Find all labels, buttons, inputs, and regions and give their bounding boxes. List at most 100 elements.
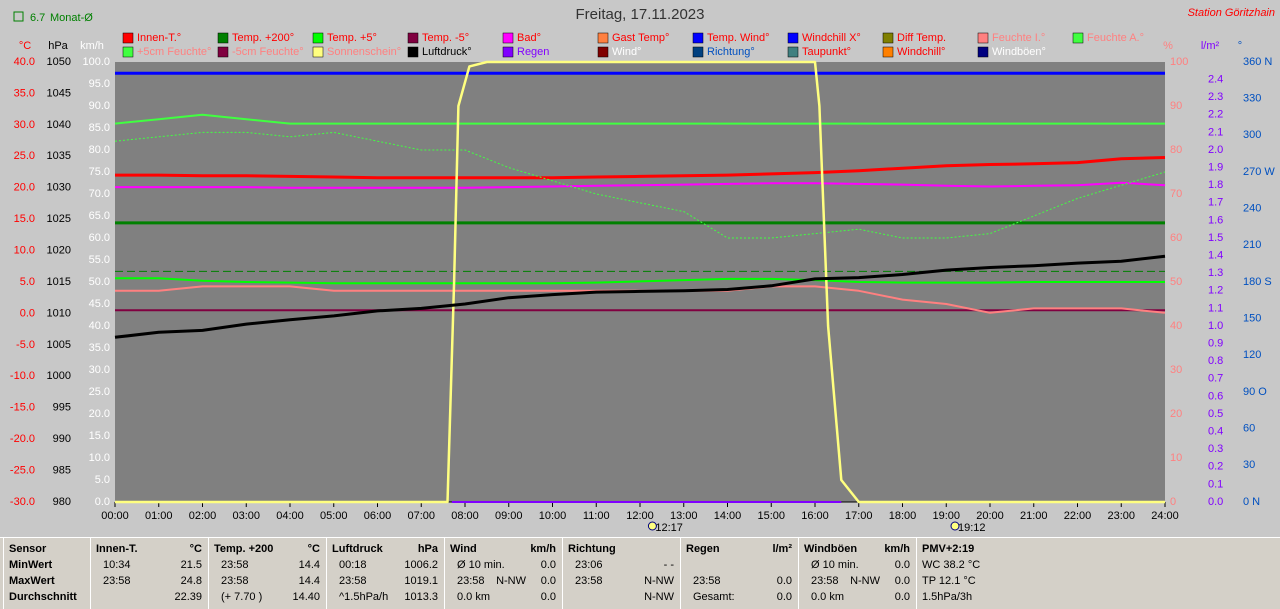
series-line xyxy=(115,156,1166,180)
y-tick-label: 2.3 xyxy=(1208,91,1223,103)
y-tick-label: 980 xyxy=(53,496,71,508)
x-tick-label: 00:00 xyxy=(101,510,129,522)
y-tick-label: 1.4 xyxy=(1208,250,1223,262)
table-cell: 22.39 xyxy=(174,591,202,603)
table-section: Wind km/h Ø 10 min. 0.0 23:58 N-NW 0.0 0.0 km 0.… xyxy=(444,538,562,609)
table-cell: 1019.1 xyxy=(404,575,438,587)
legend-swatch xyxy=(1072,32,1084,44)
series-line xyxy=(115,60,1165,504)
table-cell: 0.0 xyxy=(776,575,792,587)
section-unit: °C xyxy=(189,543,202,555)
x-tick-label: 17:00 xyxy=(845,510,873,522)
y-tick-label: 1010 xyxy=(47,307,71,319)
table-cell: (+ 7.70 ) xyxy=(221,591,263,603)
y-tick-label: 30 xyxy=(1243,459,1255,471)
section-unit: °C xyxy=(307,543,320,555)
section-unit: l/m² xyxy=(772,543,792,555)
y-tick-label: 120 xyxy=(1243,349,1261,361)
legend-label: Sonnenschein° xyxy=(327,46,401,58)
y-tick-label: 60 xyxy=(1243,423,1255,435)
y-tick-label: 100.0 xyxy=(82,56,110,68)
y-tick-label: 40 xyxy=(1170,320,1182,332)
table-cell: 23:58 xyxy=(221,559,249,571)
y-tick-label: 100 xyxy=(1170,56,1188,68)
table-cell: 0.0 km xyxy=(457,591,491,603)
y-tick-label: 0.7 xyxy=(1208,373,1223,385)
legend-label: Feuchte I.° xyxy=(992,32,1045,44)
axis-unit: l/m² xyxy=(1201,40,1220,52)
y-tick-label: 270 W xyxy=(1243,166,1275,178)
table-section: Windböen km/h Ø 10 min. 0.0 23:58 N-NW 0.0 0.0 … xyxy=(798,538,916,609)
stats-table: Sensor MinWert MaxWert Durchschnitt Innen-T.… xyxy=(0,537,1280,609)
table-cell: 0.0 xyxy=(776,591,792,603)
table-section: Richtung 23:06 - - 23:58 N-NW N-NW xyxy=(562,538,680,609)
x-tick-label: 21:00 xyxy=(1020,510,1048,522)
legend-swatch xyxy=(312,46,324,58)
y-tick-label: 50.0 xyxy=(89,276,110,288)
y-tick-label: 0.3 xyxy=(1208,443,1223,455)
chart: Freitag, 17.11.2023 Station Göritzhain 6… xyxy=(10,6,1275,534)
table-cell: - - xyxy=(663,559,674,571)
table-cell: N-NW xyxy=(496,575,526,587)
table-cell: 0.0 xyxy=(540,591,556,603)
x-tick-label: 20:00 xyxy=(976,510,1004,522)
legend-label: Windchill° xyxy=(897,46,945,58)
table-cell: N-NW xyxy=(644,591,674,603)
y-tick-label: 0.1 xyxy=(1208,478,1223,490)
legend-label: Gast Temp° xyxy=(612,32,669,44)
x-tick-label: 01:00 xyxy=(145,510,173,522)
legend-swatch xyxy=(122,32,134,44)
x-tick-label: 15:00 xyxy=(757,510,785,522)
avg-value: 6.7 xyxy=(30,12,45,24)
y-tick-label: 1.6 xyxy=(1208,214,1223,226)
y-tick-label: 75.0 xyxy=(89,166,110,178)
table-cell: 24.8 xyxy=(180,575,202,587)
y-tick-label: 2.0 xyxy=(1208,144,1223,156)
table-cell: Gesamt: xyxy=(693,591,735,603)
y-tick-label: 1020 xyxy=(47,244,71,256)
y-tick-label: 1025 xyxy=(47,213,71,225)
table-cell: 14.4 xyxy=(298,575,320,587)
axis-unit: °C xyxy=(19,40,31,52)
legend-label: Wind° xyxy=(612,46,641,58)
table-cell: 0.0 xyxy=(894,559,910,571)
series-line xyxy=(115,277,1165,285)
marker-label: 12:17 xyxy=(655,522,683,534)
y-tick-label: 15.0 xyxy=(14,213,35,225)
table-cell: 10:34 xyxy=(103,559,131,571)
y-tick-label: 80.0 xyxy=(89,144,110,156)
y-tick-label: 0.6 xyxy=(1208,390,1223,402)
y-tick-label: 330 xyxy=(1243,93,1261,105)
y-tick-label: -5.0 xyxy=(16,339,35,351)
y-tick-label: -20.0 xyxy=(10,433,35,445)
table-cell: 0.0 xyxy=(894,591,910,603)
table-section: Innen-T. °C 10:34 21.5 23:58 24.8 22.39 xyxy=(90,538,208,609)
legend-swatch xyxy=(217,46,229,58)
section-header: Sensor xyxy=(9,543,47,555)
y-tick-label: 25.0 xyxy=(89,386,110,398)
legend-swatch xyxy=(502,46,514,58)
x-tick-label: 08:00 xyxy=(451,510,479,522)
y-tick-label: 1050 xyxy=(47,56,71,68)
y-tick-label: 240 xyxy=(1243,203,1261,215)
y-tick-label: 2.4 xyxy=(1208,74,1223,86)
legend-swatch xyxy=(692,32,704,44)
table-section: Sensor MinWert MaxWert Durchschnitt xyxy=(3,538,90,609)
series-line xyxy=(114,254,1166,339)
x-tick-label: 09:00 xyxy=(495,510,523,522)
y-tick-label: 0.8 xyxy=(1208,355,1223,367)
y-tick-label: 70 xyxy=(1170,188,1182,200)
legend-label: Taupunkt° xyxy=(802,46,851,58)
station: Station Göritzhain xyxy=(1188,7,1275,19)
y-tick-label: 0.0 xyxy=(1208,496,1223,508)
legend-swatch xyxy=(787,46,799,58)
legend-swatch xyxy=(787,32,799,44)
table-cell: 23:58 xyxy=(811,575,839,587)
section-header: Wind xyxy=(450,543,477,555)
y-tick-label: 20.0 xyxy=(14,182,35,194)
legend-label: Temp. -5° xyxy=(422,32,469,44)
y-tick-label: 10.0 xyxy=(89,452,110,464)
table-cell: 14.4 xyxy=(298,559,320,571)
y-tick-label: 180 S xyxy=(1243,276,1272,288)
legend-label: Windböen° xyxy=(992,46,1046,58)
